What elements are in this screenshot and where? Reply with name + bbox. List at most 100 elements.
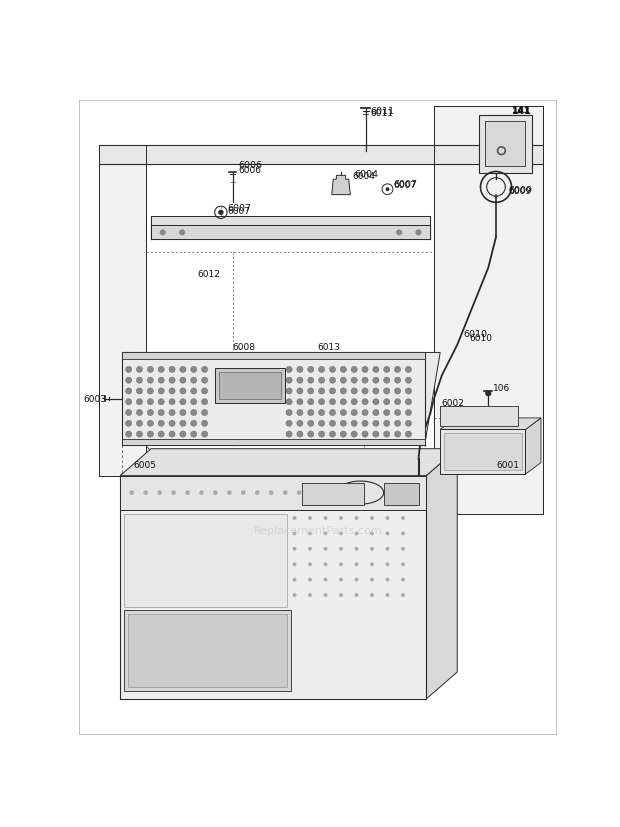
Text: 6012: 6012: [198, 270, 221, 279]
Bar: [120, 476, 427, 699]
Circle shape: [339, 547, 343, 551]
Circle shape: [351, 432, 357, 437]
Circle shape: [405, 399, 412, 405]
Circle shape: [180, 367, 186, 373]
Circle shape: [190, 421, 197, 427]
Circle shape: [324, 547, 327, 551]
Circle shape: [169, 421, 175, 427]
Text: 6002: 6002: [441, 399, 464, 408]
Circle shape: [180, 389, 186, 394]
Circle shape: [351, 378, 357, 384]
Circle shape: [308, 421, 314, 427]
Circle shape: [148, 399, 154, 405]
Bar: [434, 107, 542, 514]
Text: 6010: 6010: [463, 330, 487, 339]
Circle shape: [158, 378, 164, 384]
Circle shape: [373, 389, 379, 394]
Polygon shape: [427, 449, 458, 699]
Circle shape: [401, 578, 405, 582]
Circle shape: [136, 421, 143, 427]
Circle shape: [386, 516, 389, 520]
Circle shape: [311, 490, 316, 495]
Circle shape: [143, 490, 148, 495]
Circle shape: [351, 367, 357, 373]
Circle shape: [370, 593, 374, 597]
Circle shape: [185, 490, 190, 495]
Polygon shape: [332, 176, 350, 195]
Circle shape: [386, 578, 389, 582]
Circle shape: [241, 490, 246, 495]
Circle shape: [293, 578, 296, 582]
Bar: [216, 368, 285, 403]
Circle shape: [180, 410, 186, 416]
Circle shape: [293, 516, 296, 520]
Circle shape: [384, 367, 390, 373]
Circle shape: [171, 490, 176, 495]
Bar: [219, 372, 281, 399]
Circle shape: [286, 389, 292, 394]
Circle shape: [384, 432, 390, 437]
Text: 6007: 6007: [227, 206, 250, 215]
Circle shape: [355, 516, 358, 520]
Circle shape: [297, 378, 303, 384]
Circle shape: [384, 421, 390, 427]
Circle shape: [319, 367, 325, 373]
Text: 6009: 6009: [508, 185, 533, 194]
Circle shape: [130, 490, 134, 495]
Circle shape: [148, 367, 154, 373]
Circle shape: [136, 367, 143, 373]
Circle shape: [401, 547, 405, 551]
Text: 6009: 6009: [508, 187, 531, 196]
Circle shape: [339, 593, 343, 597]
Circle shape: [485, 390, 491, 397]
Circle shape: [394, 421, 401, 427]
Text: 106: 106: [493, 383, 510, 392]
Circle shape: [125, 421, 131, 427]
Circle shape: [355, 532, 358, 536]
Circle shape: [286, 421, 292, 427]
Circle shape: [293, 532, 296, 536]
Circle shape: [286, 367, 292, 373]
Bar: [123, 439, 425, 445]
Circle shape: [158, 432, 164, 437]
Circle shape: [297, 421, 303, 427]
Circle shape: [394, 432, 401, 437]
Circle shape: [386, 593, 389, 597]
Circle shape: [125, 389, 131, 394]
Circle shape: [202, 399, 208, 405]
Circle shape: [340, 389, 347, 394]
Circle shape: [405, 367, 412, 373]
Circle shape: [362, 367, 368, 373]
Circle shape: [351, 389, 357, 394]
Circle shape: [401, 516, 405, 520]
Circle shape: [202, 378, 208, 384]
Circle shape: [401, 562, 405, 566]
Text: 6004: 6004: [354, 170, 378, 179]
Text: 141: 141: [512, 106, 530, 114]
Circle shape: [386, 532, 389, 536]
Circle shape: [136, 389, 143, 394]
Circle shape: [329, 410, 335, 416]
Circle shape: [384, 410, 390, 416]
Circle shape: [319, 378, 325, 384]
Circle shape: [362, 399, 368, 405]
Circle shape: [293, 547, 296, 551]
Circle shape: [190, 378, 197, 384]
Circle shape: [125, 432, 131, 437]
Circle shape: [161, 231, 165, 236]
Bar: [99, 146, 146, 476]
Circle shape: [202, 432, 208, 437]
Circle shape: [297, 490, 301, 495]
Circle shape: [339, 516, 343, 520]
Circle shape: [416, 231, 421, 236]
Circle shape: [370, 547, 374, 551]
Circle shape: [158, 410, 164, 416]
Circle shape: [190, 432, 197, 437]
Circle shape: [202, 389, 208, 394]
Circle shape: [136, 410, 143, 416]
Circle shape: [386, 188, 389, 192]
Circle shape: [125, 378, 131, 384]
Circle shape: [394, 410, 401, 416]
Circle shape: [324, 562, 327, 566]
Circle shape: [148, 432, 154, 437]
